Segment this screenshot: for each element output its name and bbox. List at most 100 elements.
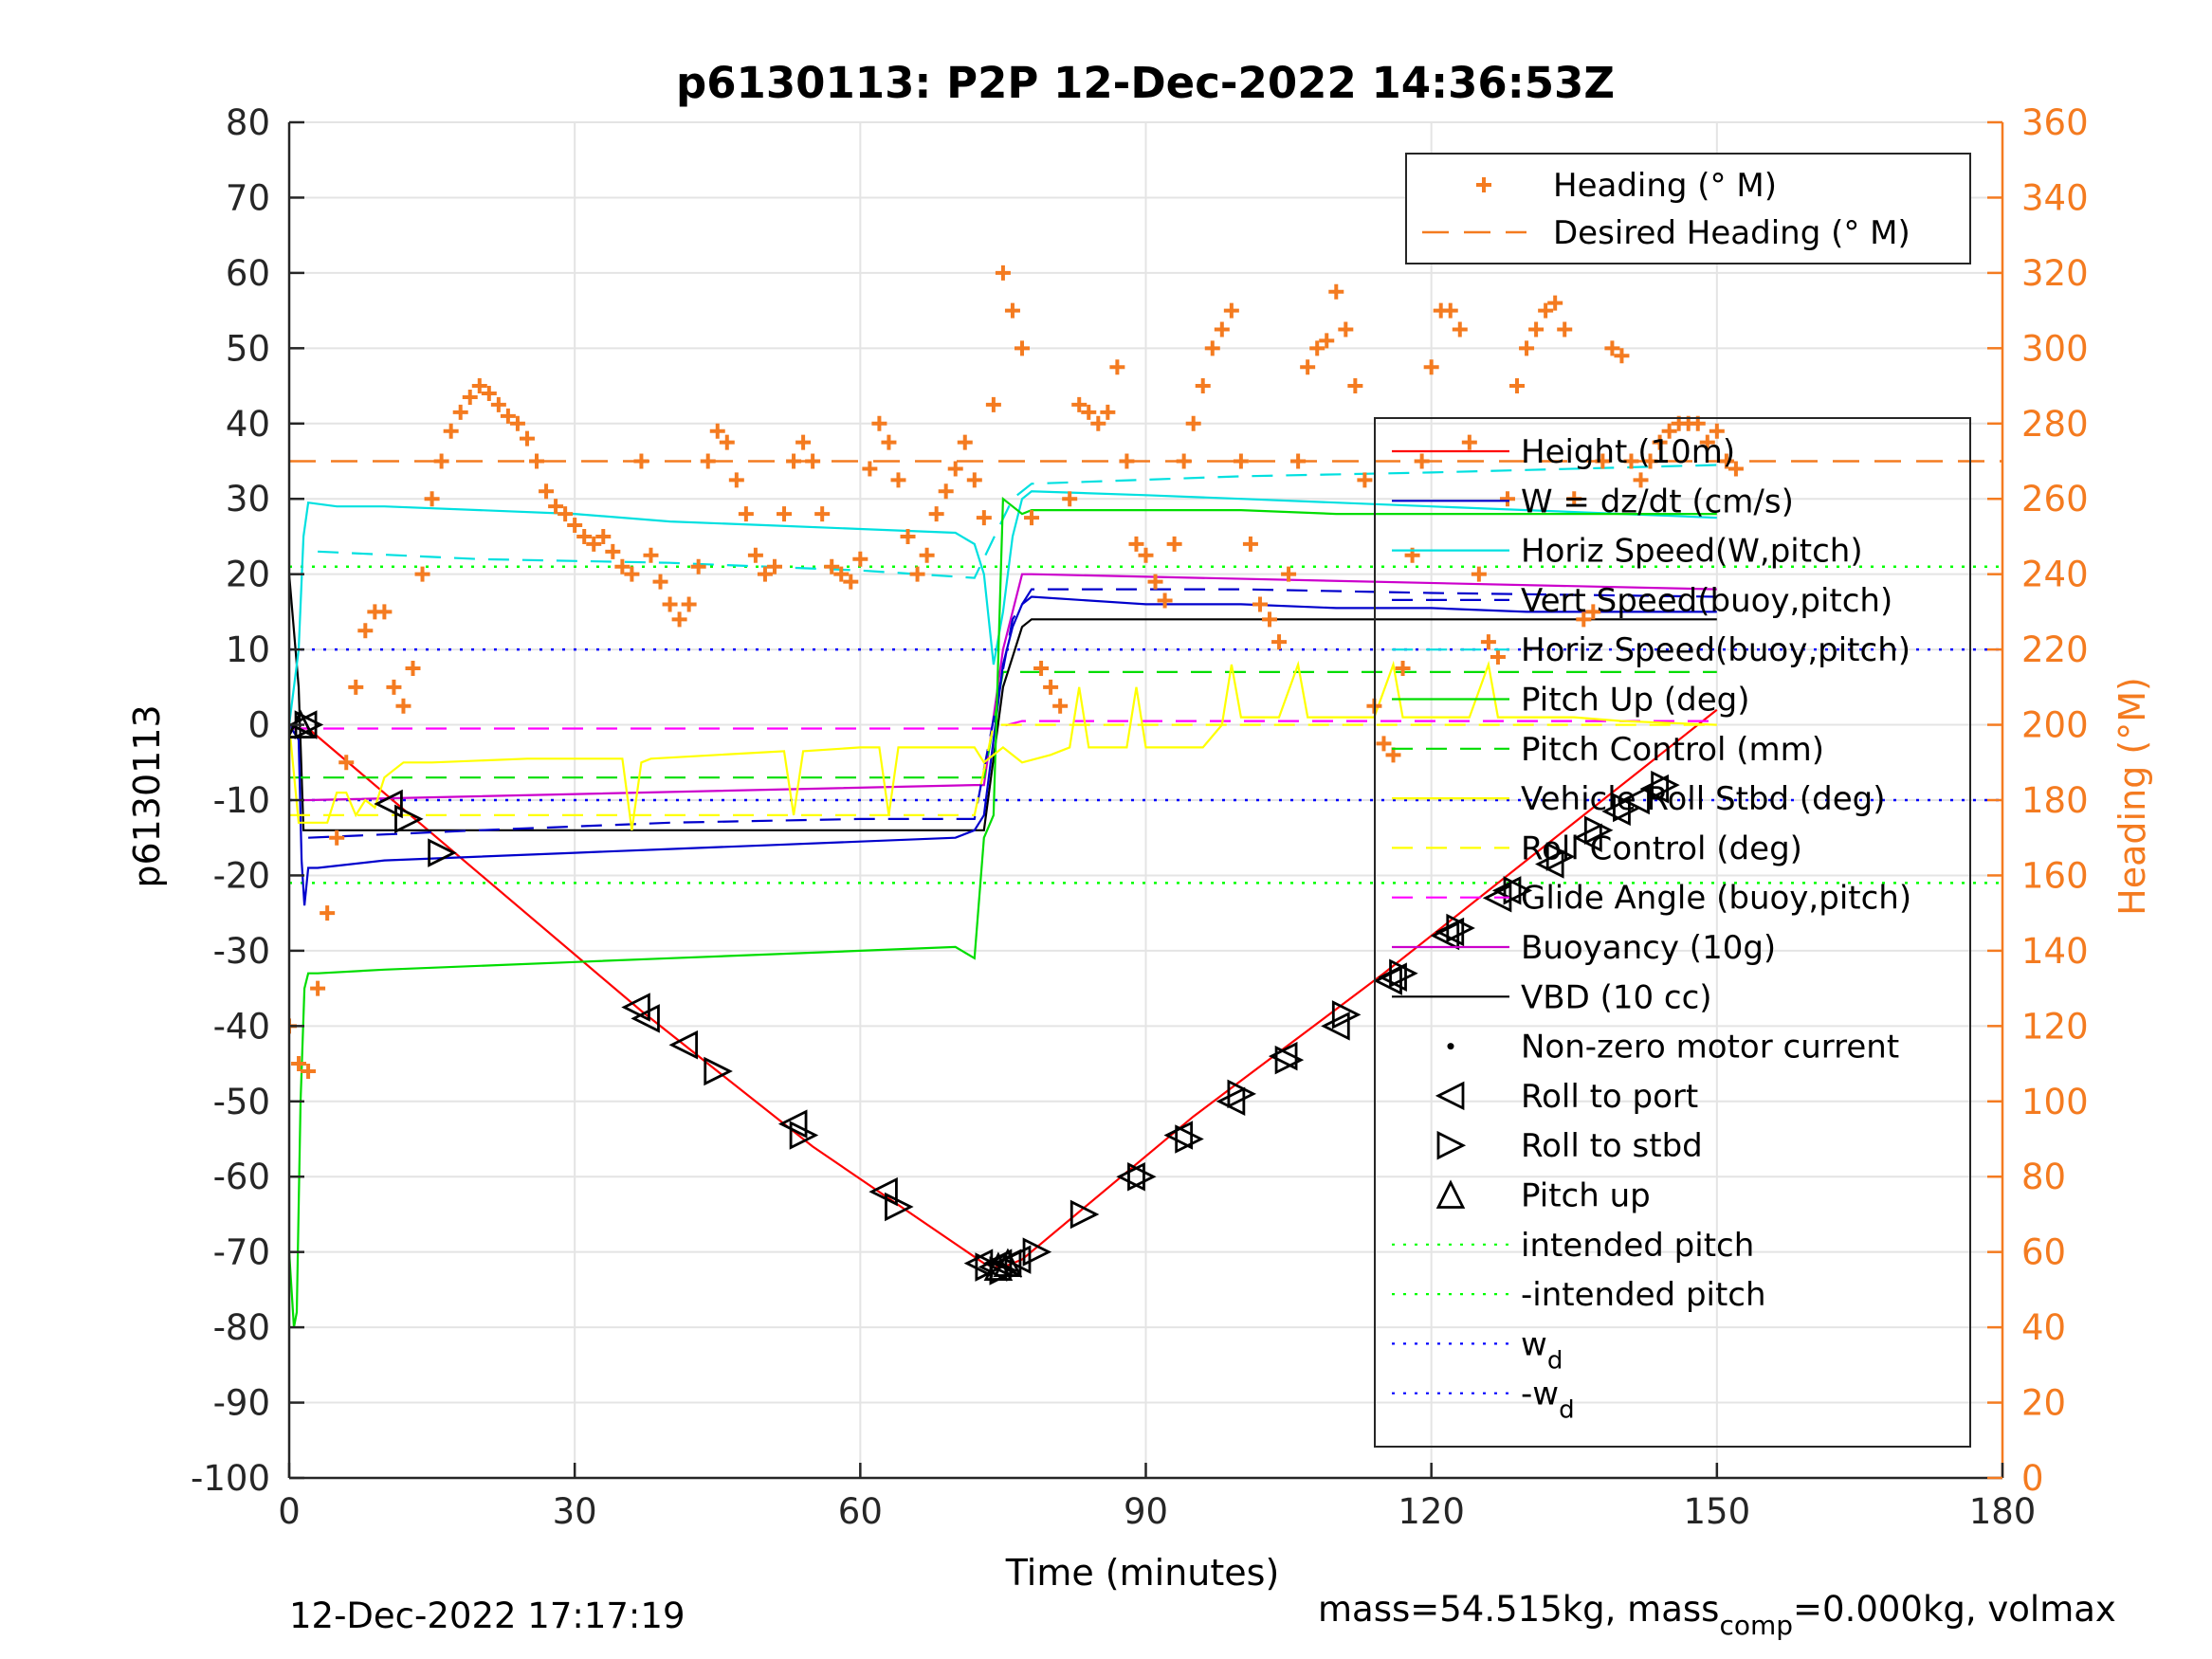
footer-mass-text: mass=54.515kg, mass — [1318, 1589, 1719, 1630]
y2-tick-label: 180 — [2021, 780, 2089, 821]
legend-label: VBD (10 cc) — [1521, 978, 1712, 1016]
heading-marker — [814, 506, 831, 522]
heading-marker — [338, 755, 355, 771]
chart-title: p6130113: P2P 12-Dec-2022 14:36:53Z — [676, 58, 1615, 108]
heading-marker — [633, 453, 649, 469]
roll-stbd-marker — [1022, 1237, 1052, 1267]
heading-marker — [843, 574, 859, 590]
y2-tick-label: 100 — [2021, 1082, 2089, 1122]
heading-marker — [976, 510, 992, 526]
heading-marker — [757, 566, 773, 582]
footer-mass-sub: comp — [1719, 1610, 1793, 1641]
heading-marker — [386, 679, 402, 695]
heading-marker — [985, 396, 1001, 412]
heading-marker — [1604, 340, 1620, 356]
heading-marker — [643, 547, 659, 563]
y-tick-label: 0 — [247, 705, 270, 746]
heading-marker — [662, 596, 678, 612]
heading-marker — [938, 483, 954, 500]
heading-marker — [624, 566, 640, 582]
main-legend: Height (10m) W = dz/dt (cm/s) Horiz Speed(… — [1374, 417, 1971, 1448]
heading-marker — [1709, 423, 1725, 439]
heading-marker — [462, 389, 478, 405]
heading-marker — [1119, 453, 1135, 469]
x-tick-label: 30 — [553, 1491, 597, 1532]
legend-label: wd — [1521, 1325, 1563, 1375]
heading-marker — [1595, 453, 1611, 469]
heading-marker — [1138, 547, 1154, 563]
heading-marker — [490, 396, 506, 412]
legend-label-text: Vehicle Roll Stbd (deg) — [1521, 780, 1886, 818]
legend-label-text: Horiz Speed(buoy,pitch) — [1521, 631, 1910, 669]
heading-marker — [320, 905, 336, 921]
roll-port-marker — [868, 1176, 898, 1207]
heading-marker — [1071, 396, 1088, 412]
y2-tick-label: 240 — [2021, 555, 2089, 595]
y-tick-label: 60 — [226, 253, 270, 294]
legend-label: Vehicle Roll Stbd (deg) — [1521, 780, 1886, 818]
heading-marker — [1547, 295, 1563, 311]
heading-marker — [1490, 649, 1506, 665]
heading-marker — [709, 423, 725, 439]
roll-port-marker — [1573, 823, 1602, 852]
heading-marker — [957, 434, 973, 450]
heading-marker — [728, 472, 744, 488]
legend-label: W = dz/dt (cm/s) — [1521, 483, 1794, 520]
series-hsb — [318, 464, 1717, 579]
heading-marker — [1338, 321, 1354, 337]
legend-swatch — [1447, 1043, 1454, 1050]
heading-marker — [348, 679, 364, 695]
heading-marker — [1614, 348, 1630, 364]
y-tick-label: -90 — [213, 1383, 270, 1424]
y-tick-label: -10 — [213, 780, 270, 821]
roll-stbd-marker — [1175, 1124, 1204, 1154]
heading-marker — [719, 434, 735, 450]
heading-marker — [1262, 611, 1278, 628]
series-vbd — [289, 574, 1717, 831]
heading-marker — [1024, 510, 1040, 526]
heading-marker — [681, 596, 697, 612]
heading-marker — [529, 453, 545, 469]
heading-marker — [900, 528, 916, 544]
heading-marker — [576, 528, 593, 544]
heading-marker — [871, 415, 887, 431]
legend-label-text: Glide Angle (buoy,pitch) — [1521, 880, 1911, 918]
roll-stbd-marker — [1651, 770, 1680, 800]
main-legend-box — [1374, 417, 1971, 1448]
x-axis-label: Time (minutes) — [1005, 1552, 1280, 1594]
y2-tick-label: 20 — [2021, 1383, 2066, 1424]
heading-marker — [1157, 592, 1173, 609]
heading-marker — [919, 547, 935, 563]
roll-stbd-marker — [1227, 1079, 1257, 1109]
legend-label-text: intended pitch — [1521, 1227, 1754, 1265]
roll-port-marker — [374, 789, 403, 819]
heading-marker — [1509, 378, 1526, 394]
y-tick-label: -100 — [191, 1458, 270, 1499]
heading-marker — [558, 506, 574, 522]
heading-legend-box — [1405, 153, 1971, 264]
heading-marker — [1480, 634, 1496, 650]
heading-marker — [928, 506, 944, 522]
heading-marker — [890, 472, 906, 488]
heading-marker — [1128, 536, 1144, 552]
roll-stbd-marker — [1503, 876, 1533, 905]
roll-stbd-marker — [1446, 913, 1475, 943]
heading-marker — [1395, 660, 1411, 676]
heading-marker — [700, 453, 716, 469]
heading-marker — [747, 547, 763, 563]
heading-marker — [1519, 340, 1535, 356]
y-tick-label: 80 — [226, 102, 270, 143]
roll-stbd-marker — [885, 1192, 914, 1222]
heading-marker — [586, 536, 602, 552]
legend-label: intended pitch — [1521, 1227, 1754, 1265]
y2-tick-label: 80 — [2021, 1157, 2066, 1197]
series-vsb — [308, 588, 1717, 839]
heading-marker — [1566, 491, 1582, 507]
roll-port-marker — [777, 1109, 808, 1139]
legend-label-sub: d — [1559, 1396, 1575, 1425]
y2-axis-label: Heading (°M) — [2111, 677, 2153, 916]
pitch-up-marker — [993, 1248, 1023, 1277]
heading-marker — [1718, 453, 1734, 469]
heading-marker — [995, 264, 1011, 281]
heading-marker — [1166, 536, 1182, 552]
